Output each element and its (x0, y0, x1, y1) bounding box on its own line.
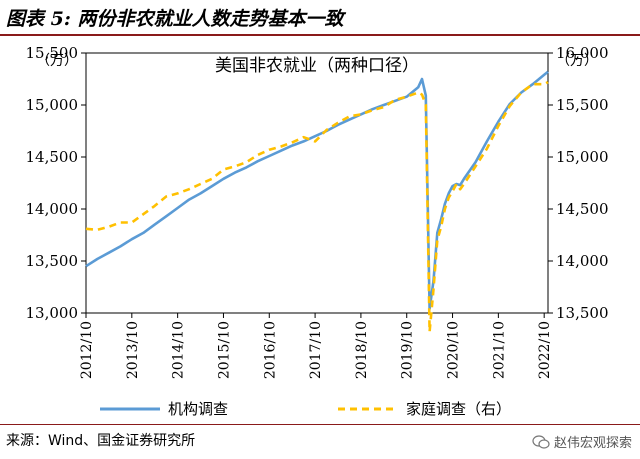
y-right-axis: 13,500 14,000 14,500 15,000 15,500 16,000 (548, 44, 609, 322)
figure-title: 图表 5: 两份非农就业人数走势基本一致 (6, 8, 344, 30)
x-tick-label: 2014/10 (171, 321, 187, 379)
y-left-tick-label: 15,500 (26, 44, 79, 62)
y-left-unit: （万） (36, 53, 78, 69)
x-axis: 2012/10 2013/10 2014/10 2015/10 2016/10 2017/… (79, 313, 553, 379)
y-right-tick-label: 16,000 (556, 44, 609, 62)
y-right-tick-label: 15,500 (556, 96, 609, 114)
y-left-tick-label: 15,000 (26, 96, 79, 114)
legend-label-household: 家庭调查（右） (406, 400, 511, 418)
y-right-tick-label: 15,000 (556, 148, 609, 166)
x-tick-label: 2015/10 (216, 321, 232, 379)
source-note: 来源：Wind、国金证券研究所 (6, 433, 196, 449)
watermark: 赵伟宏观探索 (532, 432, 632, 451)
legend-label-agency: 机构调查 (168, 400, 228, 418)
wechat-icon (532, 435, 550, 449)
title-divider (0, 34, 640, 36)
chart-title: 美国非农就业（两种口径） (215, 56, 419, 76)
x-tick-label: 2019/10 (400, 321, 416, 379)
series-line-household-survey (85, 80, 549, 334)
y-left-tick-label: 14,500 (26, 148, 79, 166)
x-tick-label: 2021/10 (491, 321, 507, 379)
y-right-unit: （万） (556, 53, 598, 69)
plot-area (85, 52, 549, 314)
y-left-tick-label: 13,000 (26, 304, 79, 322)
bottom-divider (0, 424, 640, 425)
y-left-tick-label: 13,500 (26, 252, 79, 270)
y-right-tick-label: 14,500 (556, 200, 609, 218)
x-tick-label: 2016/10 (262, 321, 278, 379)
chart: 美国非农就业（两种口径） （万） （万） 13,00013,50014,0001… (26, 44, 609, 418)
y-left-tick-label: 14,000 (26, 200, 79, 218)
x-tick-label: 2013/10 (125, 321, 141, 379)
y-right-tick-label: 13,500 (556, 304, 609, 322)
x-tick-label: 2018/10 (354, 321, 370, 379)
watermark-text: 赵伟宏观探索 (553, 436, 632, 451)
series-layer (85, 70, 549, 334)
x-tick-label: 2022/10 (537, 321, 553, 379)
y-left-axis: 13,000 13,500 14,000 14,500 15,000 15,500 (26, 44, 86, 322)
x-tick-label: 2020/10 (446, 321, 462, 379)
y-right-tick-label: 14,000 (556, 252, 609, 270)
x-tick-label: 2017/10 (308, 321, 324, 379)
legend: 机构调查 家庭调查（右） (100, 400, 511, 418)
x-tick-label: 2012/10 (79, 321, 95, 379)
